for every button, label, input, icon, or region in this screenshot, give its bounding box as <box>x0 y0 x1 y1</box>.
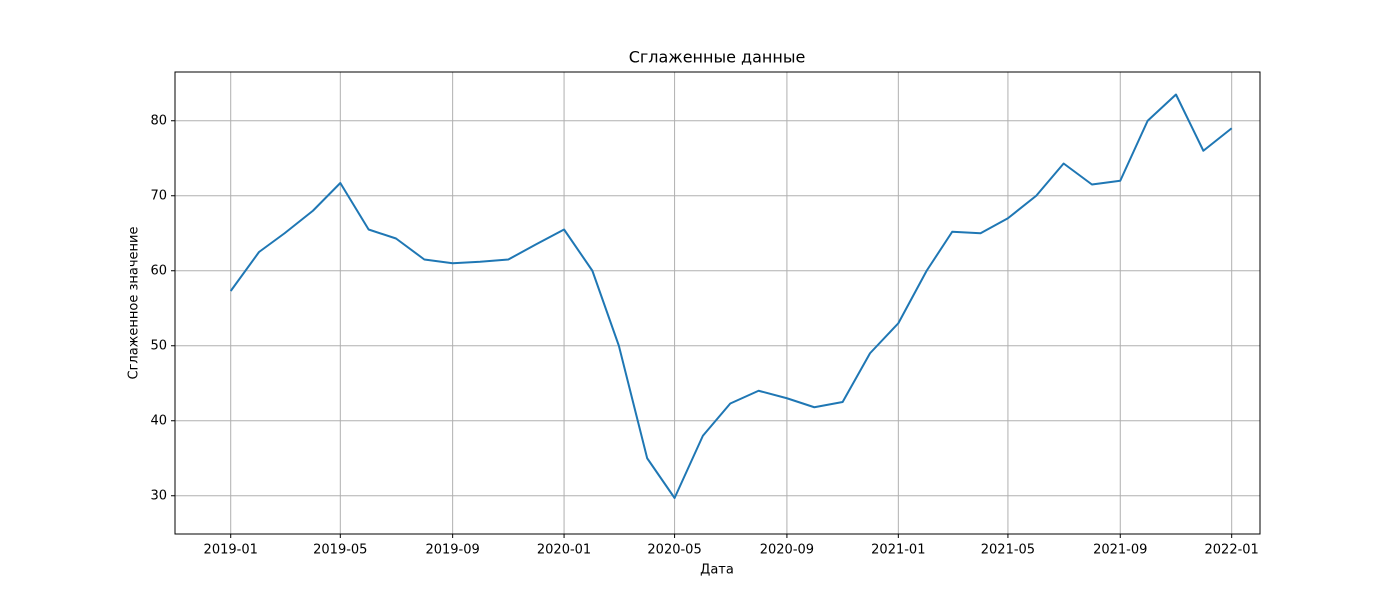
y-tick-label: 70 <box>150 188 167 203</box>
x-tick-label: 2021-05 <box>981 543 1035 558</box>
y-tick-label: 30 <box>150 488 167 503</box>
x-axis-label: Дата <box>700 563 734 578</box>
x-tick-label: 2020-09 <box>760 543 814 558</box>
x-tick-label: 2019-09 <box>425 543 479 558</box>
y-tick-label: 80 <box>150 113 167 128</box>
y-tick-label: 60 <box>150 263 167 278</box>
y-tick-label: 50 <box>150 338 167 353</box>
y-axis-label: Сглаженное значение <box>127 227 142 380</box>
y-tick-label: 40 <box>150 413 167 428</box>
x-tick-label: 2021-09 <box>1093 543 1147 558</box>
data-line <box>229 93 1233 499</box>
x-tick-label: 2021-01 <box>871 543 925 558</box>
x-tick-label: 2022-01 <box>1205 543 1259 558</box>
plot-frame <box>174 71 1261 535</box>
x-tick-label: 2019-05 <box>313 543 367 558</box>
x-tick-label: 2020-05 <box>647 543 701 558</box>
x-tick-label: 2019-01 <box>204 543 258 558</box>
chart-title: Сглаженные данные <box>629 48 806 67</box>
x-tick-label: 2020-01 <box>537 543 591 558</box>
